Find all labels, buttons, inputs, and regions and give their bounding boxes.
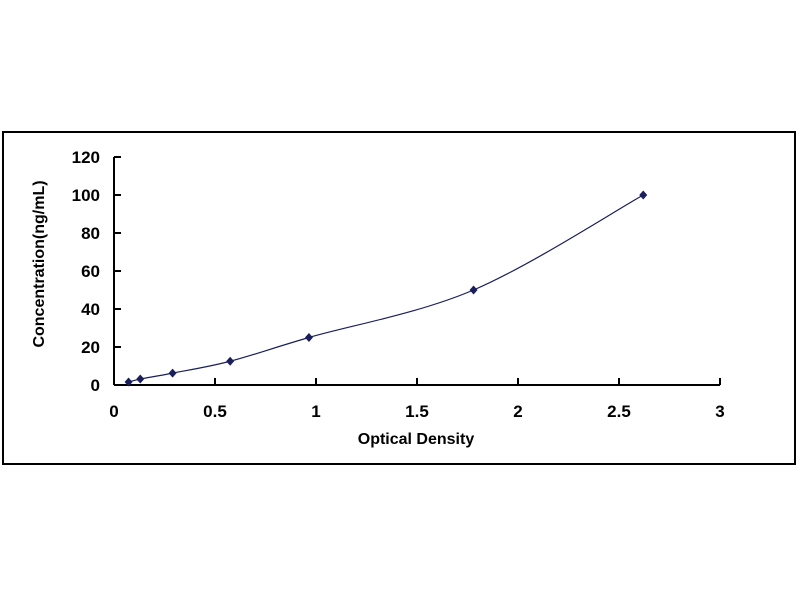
y-tick-label: 120 — [72, 148, 100, 167]
x-tick-label: 0 — [109, 402, 118, 421]
x-tick-label: 1.5 — [405, 402, 429, 421]
x-tick-label: 2.5 — [607, 402, 631, 421]
chart-frame — [2, 131, 796, 465]
y-tick-label: 40 — [81, 300, 100, 319]
data-point — [304, 333, 313, 342]
y-tick-label: 0 — [91, 376, 100, 395]
data-point — [124, 377, 133, 387]
x-tick-label: 1 — [311, 402, 320, 421]
data-point — [226, 356, 235, 366]
data-point — [136, 374, 145, 384]
x-tick-label: 3 — [715, 402, 724, 421]
y-tick-label: 80 — [81, 224, 100, 243]
x-tick-label: 0.5 — [203, 402, 227, 421]
data-point — [168, 368, 177, 378]
x-axis-label: Optical Density — [358, 431, 475, 448]
y-tick-label: 100 — [72, 186, 100, 205]
x-tick-label: 2 — [513, 402, 522, 421]
fit-curve — [128, 194, 644, 383]
y-axis-label: Concentration(ng/mL) — [31, 180, 48, 347]
y-tick-label: 60 — [81, 262, 100, 281]
data-point — [639, 190, 648, 200]
data-point — [469, 285, 478, 295]
y-tick-label: 20 — [81, 338, 100, 357]
